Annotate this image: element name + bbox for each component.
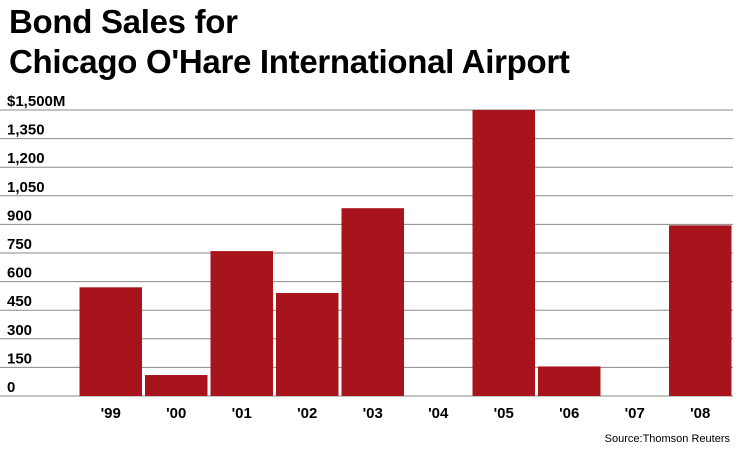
x-tick-label: '02: [297, 405, 317, 422]
y-tick-label: 300: [7, 322, 32, 339]
x-tick-label: '00: [166, 405, 186, 422]
bar: [472, 110, 535, 396]
y-tick-label: 900: [7, 207, 32, 224]
x-tick-label: '08: [690, 405, 710, 422]
bars: [79, 110, 732, 396]
y-tick-label: 750: [7, 236, 32, 253]
bar: [669, 225, 732, 396]
chart-title-line-2: Chicago O'Hare International Airport: [9, 43, 570, 80]
x-tick-label: '03: [363, 405, 383, 422]
y-tick-label: 1,200: [7, 150, 45, 167]
y-tick-label: 1,350: [7, 122, 45, 139]
x-tick-label: '06: [559, 405, 579, 422]
source-note: Source:Thomson Reuters: [604, 433, 730, 445]
bar: [210, 251, 273, 396]
y-tick-label: 600: [7, 265, 32, 282]
bar: [538, 366, 601, 396]
y-tick-label: 450: [7, 293, 32, 310]
chart-title: Bond Sales for Chicago O'Hare Internatio…: [9, 2, 570, 82]
x-tick-label: '05: [494, 405, 514, 422]
x-tick-label: '01: [232, 405, 252, 422]
y-axis-tick-labels: 0 150 300 450 600 750 900 1,050 1,200 1,350 $1,500…: [7, 93, 65, 396]
bar: [341, 208, 404, 396]
x-tick-label: '07: [625, 405, 645, 422]
y-tick-label: 0: [7, 379, 15, 396]
x-axis-tick-labels: '99 '00 '01 '02 '03 '04 '05 '06 '07 '08: [101, 405, 711, 422]
y-tick-label: 1,050: [7, 179, 45, 196]
x-tick-label: '04: [428, 405, 449, 422]
y-tick-label: 150: [7, 350, 32, 367]
bar: [276, 293, 339, 396]
bar: [145, 375, 208, 396]
x-tick-label: '99: [101, 405, 121, 422]
y-tick-label: $1,500M: [7, 93, 65, 110]
bar: [79, 287, 142, 396]
chart-title-line-1: Bond Sales for: [9, 3, 238, 40]
